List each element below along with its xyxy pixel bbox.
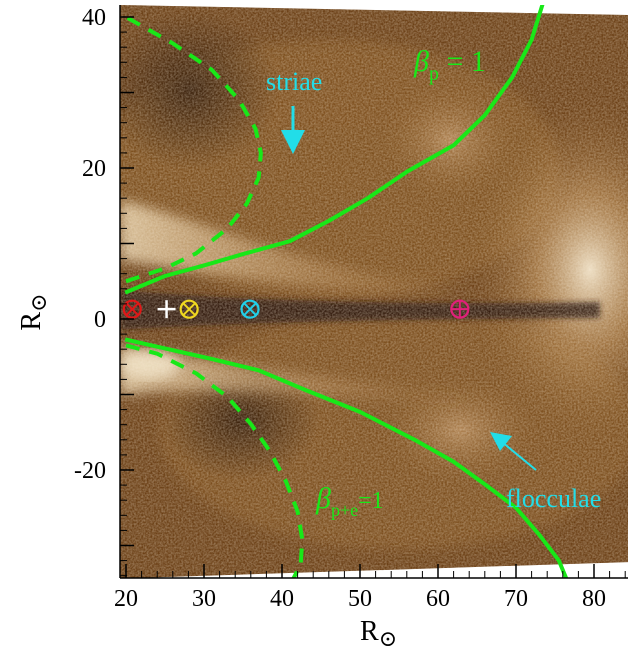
marker-1 (157, 300, 176, 319)
x-tick-label: 50 (348, 586, 372, 612)
y-axis-title: R⊙ (16, 293, 51, 330)
y-axis-ticks: -20 0 20 40 (74, 5, 134, 577)
image-background (120, 5, 628, 578)
curve-beta-p-upper (124, 5, 545, 295)
annotation-beta-p: βp = 1 (413, 45, 486, 85)
x-tick-label: 40 (270, 586, 294, 612)
annotation-flocculae: flocculae (506, 484, 601, 513)
striae-arrow (281, 106, 305, 154)
x-tick-label: 80 (582, 586, 606, 612)
x-tick-label: 60 (426, 586, 450, 612)
x-axis-title: R⊙ (360, 616, 397, 649)
marker-4 (450, 299, 470, 319)
x-axis-ticks: 20 30 40 50 60 70 80 (114, 564, 626, 612)
axes: 20 30 40 50 60 70 80 -20 0 20 40 R⊙ R⊙ (16, 5, 628, 649)
contour-lines (124, 5, 569, 578)
marker-3 (240, 299, 260, 319)
marker-2 (179, 299, 199, 319)
y-tick-label: 20 (82, 156, 106, 182)
marker-0 (122, 299, 142, 319)
annotation-striae: striae (266, 67, 322, 96)
annotation-beta-pe: βp+e=1 (315, 482, 384, 520)
y-tick-label: 40 (82, 5, 106, 31)
curve-beta-pe-lower (125, 343, 305, 578)
markers (122, 299, 470, 319)
curve-beta-p-lower (124, 337, 569, 578)
x-tick-label: 20 (114, 586, 138, 612)
flocculae-arrow (490, 432, 537, 471)
y-tick-label: 0 (94, 307, 106, 333)
x-tick-label: 30 (192, 586, 216, 612)
y-tick-label: -20 (74, 458, 106, 484)
annotations: striae flocculae βp = 1 βp+e=1 (266, 45, 601, 520)
x-tick-label: 70 (504, 586, 528, 612)
